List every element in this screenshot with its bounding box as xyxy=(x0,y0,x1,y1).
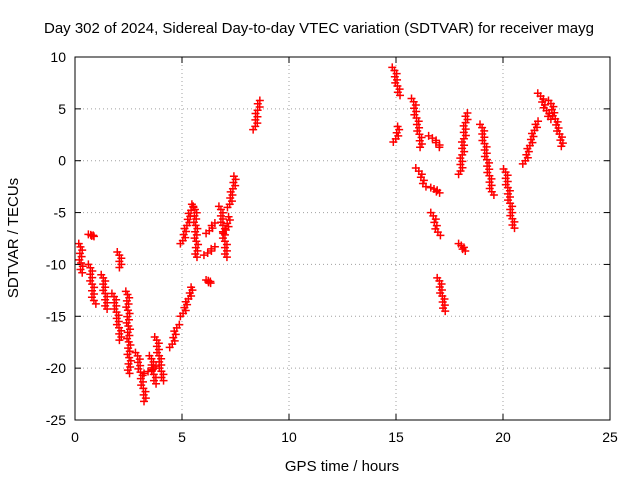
y-tick-label: -15 xyxy=(46,308,66,324)
data-point xyxy=(463,109,472,118)
y-tick-label: -25 xyxy=(46,412,66,428)
chart-title: Day 302 of 2024, Sidereal Day-to-day VTE… xyxy=(44,20,594,37)
data-point xyxy=(152,379,161,388)
data-point xyxy=(416,143,425,152)
y-tick-label: -20 xyxy=(46,360,66,376)
data-point xyxy=(229,172,238,181)
data-point xyxy=(421,182,430,191)
data-point xyxy=(89,232,98,241)
data-point xyxy=(441,307,450,316)
data-point xyxy=(489,190,498,199)
data-point xyxy=(435,188,444,197)
data-point xyxy=(461,246,470,255)
data-points xyxy=(74,63,567,406)
y-tick-labels: -25 -20 -15 -10 -5 0 5 10 xyxy=(46,49,66,428)
data-point xyxy=(192,253,201,262)
y-tick-label: 5 xyxy=(58,101,66,117)
x-tick-label: 5 xyxy=(178,429,186,445)
x-tick-labels: 0 5 10 15 20 25 xyxy=(71,429,618,445)
data-point xyxy=(255,96,264,105)
y-axis-label: SDTVAR / TECUs xyxy=(5,178,22,298)
x-tick-label: 25 xyxy=(602,429,618,445)
x-tick-label: 15 xyxy=(388,429,404,445)
plot-frame xyxy=(74,56,611,421)
data-point xyxy=(393,122,402,131)
x-tick-label: 20 xyxy=(495,429,511,445)
data-point xyxy=(206,279,215,288)
data-point xyxy=(222,253,231,262)
data-point xyxy=(459,243,468,252)
data-point xyxy=(91,299,100,308)
data-point xyxy=(557,142,566,151)
data-point xyxy=(159,376,168,385)
data-point xyxy=(210,242,219,251)
y-tick-label: 0 xyxy=(58,153,66,169)
x-axis-label: GPS time / hours xyxy=(285,458,399,475)
data-point xyxy=(78,268,87,277)
data-point xyxy=(534,117,543,126)
data-point xyxy=(115,336,124,345)
data-point xyxy=(224,212,233,221)
data-point xyxy=(125,369,134,378)
x-tick-label: 10 xyxy=(281,429,297,445)
data-point xyxy=(510,224,519,233)
data-point xyxy=(140,369,149,378)
y-tick-label: 10 xyxy=(50,49,66,65)
data-point xyxy=(175,320,184,329)
data-point xyxy=(140,397,149,406)
data-point xyxy=(396,91,405,100)
data-point xyxy=(115,263,124,272)
grid xyxy=(74,56,611,421)
data-point xyxy=(435,143,444,152)
y-tick-label: -5 xyxy=(54,205,67,221)
x-tick-label: 0 xyxy=(71,429,79,445)
data-point xyxy=(103,305,112,314)
data-point xyxy=(436,231,445,240)
data-point xyxy=(187,283,196,292)
y-tick-label: -10 xyxy=(46,256,66,272)
